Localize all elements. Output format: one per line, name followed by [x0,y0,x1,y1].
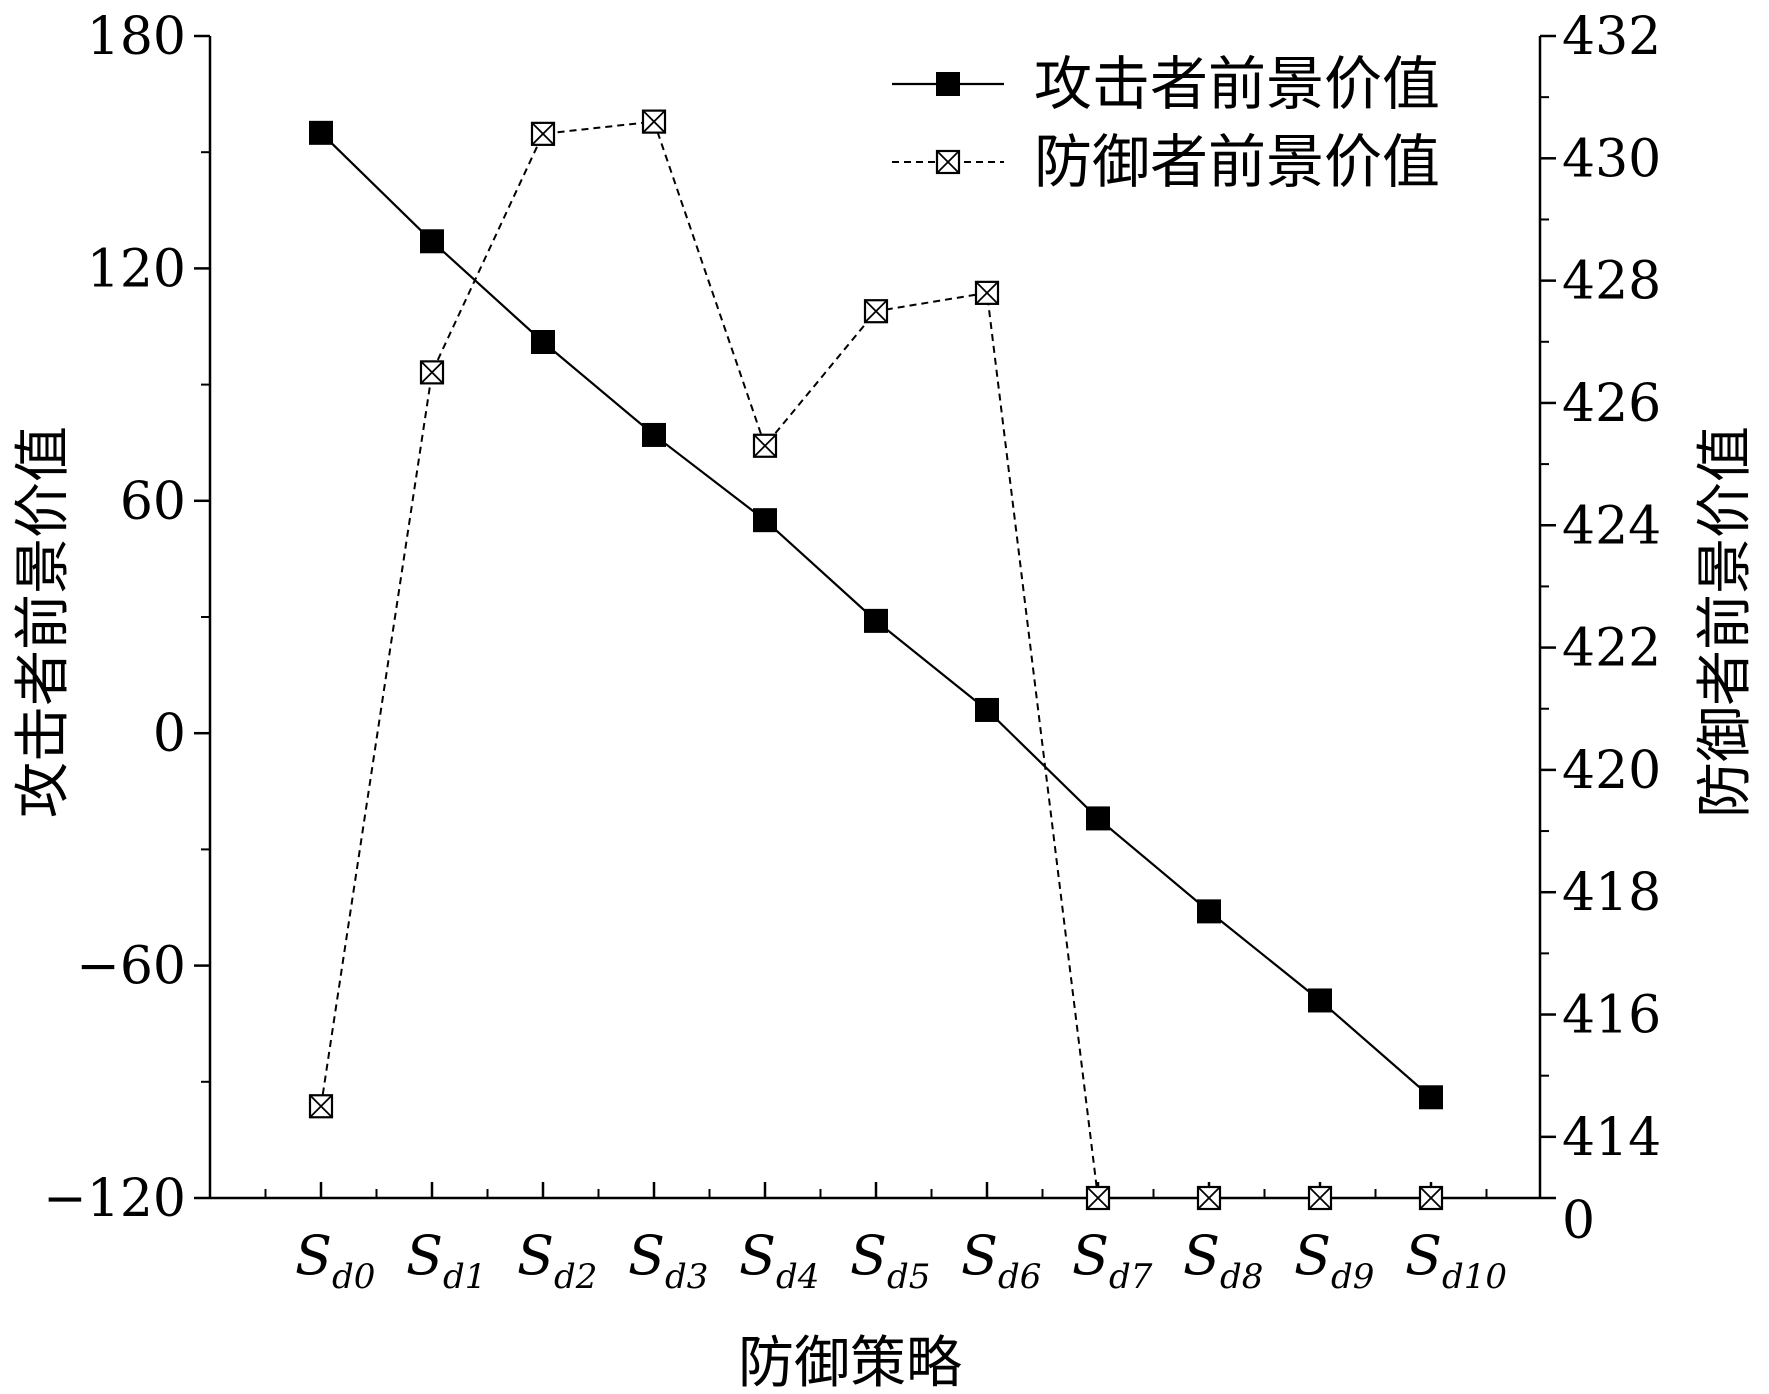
data-point [1086,806,1110,831]
left-tick-label: −60 [76,937,186,997]
x-tick-label: Sd6 [961,1224,1041,1297]
legend-label: 防御者前景价值 [1034,128,1440,196]
x-axis: Sd0 Sd1 Sd2 Sd3 Sd4 Sd5 Sd6 Sd7 Sd8 Sd9 Sd10 [264,1182,1507,1297]
data-point [753,508,777,533]
data-point [975,697,999,722]
legend-marker [936,72,960,96]
data-point [1085,1185,1111,1211]
data-point [863,299,889,324]
data-point [1308,988,1332,1013]
x-tick-label: Sd4 [739,1224,819,1297]
data-point [1197,899,1221,924]
data-point [309,120,333,145]
left-tick-label: 180 [87,7,186,67]
data-point [752,433,778,458]
series-1 [309,120,1443,1110]
left-tick-label: 120 [87,239,186,299]
right-tick-label: 428 [1562,252,1661,312]
data-point [308,1094,334,1119]
right-tick-label: 424 [1562,496,1661,556]
legend-item-1: 攻击者前景价值 [892,50,1440,118]
data-point [1418,1185,1444,1211]
legend-marker [935,149,961,175]
x-tick-label: Sd0 [295,1224,375,1297]
right-tick-label: 416 [1562,986,1661,1046]
right-tick-label: 432 [1562,7,1661,67]
x-tick-label: Sd5 [850,1224,930,1297]
data-point [420,229,444,254]
right-tick-label: 430 [1562,129,1661,189]
right-y-axis-label: 防御者前景价值 [1693,426,1758,818]
right-tick-label-zero: 0 [1562,1191,1595,1251]
right-tick-label: 418 [1562,863,1661,923]
data-point [974,280,1000,305]
series-2 [308,109,1444,1211]
data-point [642,422,666,447]
x-tick-label: Sd7 [1072,1224,1153,1297]
x-tick-label: Sd2 [517,1224,597,1297]
data-point [1419,1085,1443,1110]
data-point [1307,1185,1333,1211]
data-point [641,109,667,134]
x-tick-label: Sd1 [406,1224,486,1297]
right-tick-label: 422 [1562,619,1661,679]
x-tick-label: Sd3 [628,1224,708,1297]
x-tick-label: Sd10 [1405,1224,1507,1297]
series-layer [308,109,1444,1211]
right-tick-label: 426 [1562,374,1661,434]
left-tick-label: 0 [153,704,186,764]
x-tick-label: Sd8 [1183,1224,1263,1297]
left-y-axis: −120 −60 0 60 120 180 [43,7,210,1229]
data-point [530,121,556,146]
data-point [1196,1185,1222,1211]
left-tick-label: −120 [43,1169,186,1229]
legend-label: 攻击者前景价值 [1034,50,1440,118]
left-y-axis-label: 攻击者前景价值 [11,426,76,818]
data-point [531,329,555,354]
data-point [419,360,445,385]
right-tick-label: 414 [1562,1108,1661,1168]
x-axis-label: 防御策略 [738,1331,962,1394]
left-tick-label: 60 [120,472,186,532]
right-tick-label: 420 [1562,741,1661,801]
legend-item-2: 防御者前景价值 [892,128,1440,196]
data-point [864,608,888,633]
right-y-axis: 414 416 418 420 422 424 426 428 430 432 0 [1540,7,1661,1251]
x-tick-label: Sd9 [1294,1224,1374,1297]
series-line [320,120,1431,1199]
